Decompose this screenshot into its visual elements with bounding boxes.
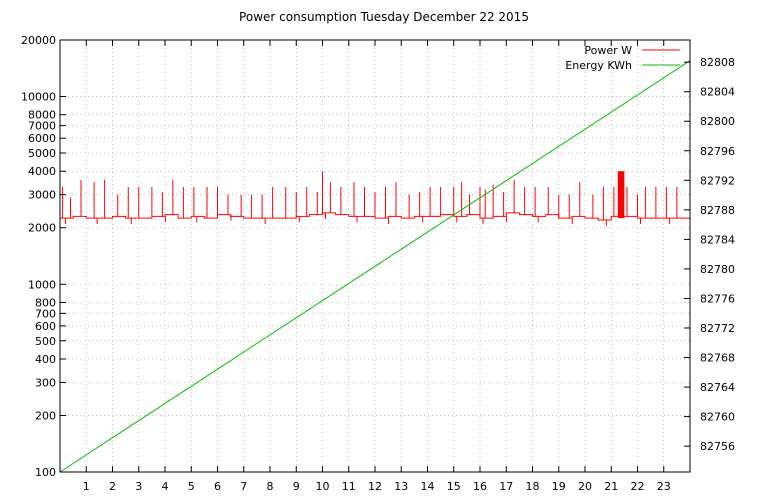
y2-tick-label: 82800 bbox=[700, 115, 735, 128]
y-tick-label: 7000 bbox=[28, 120, 56, 133]
y2-tick-label: 82772 bbox=[700, 322, 735, 335]
y-tick-label: 2000 bbox=[28, 222, 56, 235]
y2-tick-label: 82768 bbox=[700, 352, 735, 365]
y-tick-label: 700 bbox=[35, 307, 56, 320]
series-layer bbox=[59, 60, 691, 473]
y-tick-label: 100 bbox=[35, 466, 56, 479]
grid bbox=[60, 39, 690, 473]
y2-tick-label: 82788 bbox=[700, 204, 735, 217]
y-tick-label: 300 bbox=[35, 376, 56, 389]
y2-tick-label: 82756 bbox=[700, 440, 735, 453]
y-tick-label: 3000 bbox=[28, 189, 56, 202]
x-tick-label: 18 bbox=[526, 480, 540, 493]
x-tick-label: 22 bbox=[631, 480, 645, 493]
y2-tick-label: 82796 bbox=[700, 145, 735, 158]
y-tick-label: 600 bbox=[35, 320, 56, 333]
x-tick-label: 6 bbox=[214, 480, 221, 493]
x-tick-label: 14 bbox=[421, 480, 435, 493]
x-tick-label: 8 bbox=[267, 480, 274, 493]
x-tick-label: 7 bbox=[240, 480, 247, 493]
legend-label: Power W bbox=[584, 44, 632, 57]
power-baseline bbox=[60, 212, 691, 221]
x-tick-label: 15 bbox=[447, 480, 461, 493]
y2-tick-label: 82780 bbox=[700, 263, 735, 276]
x-tick-label: 23 bbox=[657, 480, 671, 493]
y2-tick-label: 82792 bbox=[700, 174, 735, 187]
x-tick-label: 12 bbox=[368, 480, 382, 493]
x-tick-label: 16 bbox=[473, 480, 487, 493]
y-tick-label: 20000 bbox=[21, 34, 56, 47]
x-tick-label: 1 bbox=[83, 480, 90, 493]
y-tick-label: 10000 bbox=[21, 91, 56, 104]
y-tick-label: 4000 bbox=[28, 165, 56, 178]
y-tick-label: 500 bbox=[35, 335, 56, 348]
chart-title: Power consumption Tuesday December 22 20… bbox=[239, 10, 529, 24]
x-axis: 1 2 3 4 5 6 7 8 9 10 11 12 13 14 15 16 17 18 19 20 21 22 23 bbox=[83, 40, 671, 493]
y2-tick-label: 82776 bbox=[700, 292, 735, 305]
y2-tick-label: 82804 bbox=[700, 86, 735, 99]
y-tick-label: 1000 bbox=[28, 278, 56, 291]
y-tick-label: 6000 bbox=[28, 132, 56, 145]
x-tick-label: 4 bbox=[162, 480, 169, 493]
energy-line bbox=[59, 60, 691, 473]
legend-label: Energy KWh bbox=[565, 59, 632, 72]
x-tick-label: 19 bbox=[552, 480, 566, 493]
y-tick-label: 400 bbox=[35, 353, 56, 366]
y-tick-label: 200 bbox=[35, 409, 56, 422]
x-tick-label: 13 bbox=[394, 480, 408, 493]
x-tick-label: 21 bbox=[604, 480, 618, 493]
y2-tick-label: 82784 bbox=[700, 233, 735, 246]
legend: Power W Energy KWh bbox=[565, 44, 680, 72]
y-tick-label: 8000 bbox=[28, 109, 56, 122]
y-tick-label: 5000 bbox=[28, 147, 56, 160]
x-tick-label: 9 bbox=[293, 480, 300, 493]
y2-tick-label: 82760 bbox=[700, 411, 735, 424]
x-tick-label: 5 bbox=[188, 480, 195, 493]
y2-tick-label: 82808 bbox=[700, 56, 735, 69]
x-tick-label: 10 bbox=[316, 480, 330, 493]
x-tick-label: 11 bbox=[342, 480, 356, 493]
y-tick-label: 800 bbox=[35, 296, 56, 309]
x-tick-label: 20 bbox=[578, 480, 592, 493]
x-tick-label: 17 bbox=[499, 480, 513, 493]
power-block bbox=[617, 171, 625, 219]
y2-tick-label: 82764 bbox=[700, 381, 735, 394]
x-tick-label: 3 bbox=[135, 480, 142, 493]
x-tick-label: 2 bbox=[109, 480, 116, 493]
y-axis-right: 82756 82760 82764 82768 82772 82776 82780 82784… bbox=[684, 56, 735, 453]
